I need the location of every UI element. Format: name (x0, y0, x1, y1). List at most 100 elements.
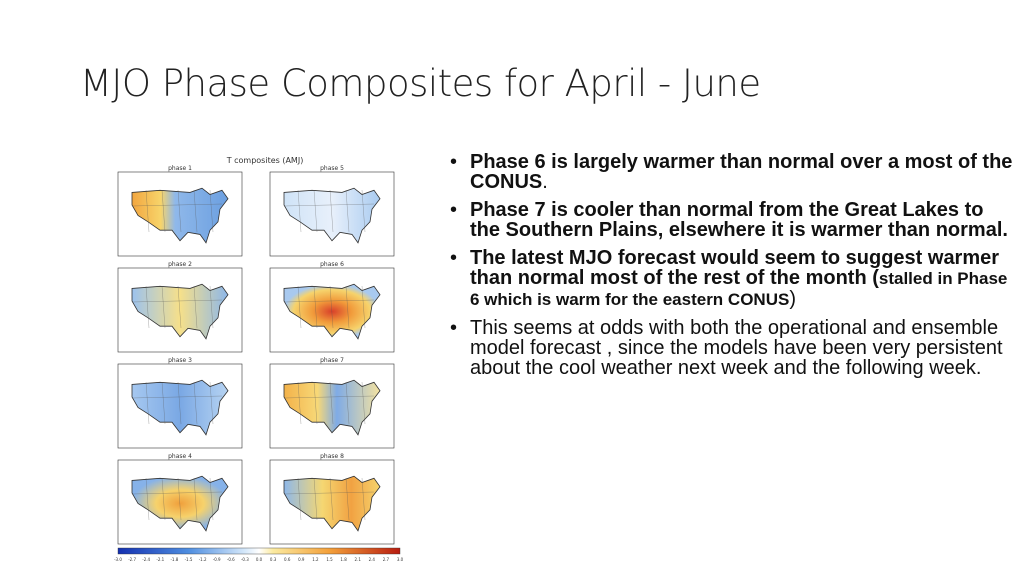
state-line (313, 285, 318, 329)
state-line (145, 477, 150, 521)
state-line (345, 189, 350, 233)
map-panel (117, 267, 243, 353)
state-line (177, 381, 182, 425)
state-line (361, 285, 366, 329)
bullet-text: stalled in Phase 6 which is warm for the… (470, 269, 1008, 309)
us-map (131, 475, 229, 532)
panel-label: phase 1 (168, 165, 192, 172)
bullet: The latest MJO forecast would seem to su… (450, 248, 1016, 310)
us-map (283, 379, 381, 436)
us-map (283, 475, 381, 532)
map-panel (269, 363, 395, 449)
bullet-text: The latest MJO forecast would seem to su… (470, 247, 1000, 289)
panel-label: phase 5 (320, 165, 344, 172)
panel-label: phase 7 (320, 357, 344, 364)
state-line (297, 285, 302, 329)
map-panel (269, 267, 395, 353)
state-line (283, 395, 375, 399)
state-line (283, 491, 375, 495)
state-line (329, 381, 334, 425)
state-line (209, 285, 214, 329)
state-line (345, 477, 350, 521)
colorbar-label: 1.5 (326, 557, 333, 562)
panel-label: phase 8 (320, 453, 344, 460)
state-line (297, 477, 302, 521)
state-line (329, 477, 334, 521)
colorbar-label: -2.4 (142, 557, 150, 562)
state-line (193, 285, 198, 329)
state-line (361, 381, 366, 425)
map-panel (269, 459, 395, 545)
state-line (209, 477, 214, 521)
state-line (161, 189, 166, 233)
figure-title: T composites (AMJ) (226, 156, 304, 165)
state-line (161, 285, 166, 329)
panel-label: phase 3 (168, 357, 192, 364)
panel-label: phase 2 (168, 261, 192, 268)
state-line (145, 285, 150, 329)
state-line (131, 395, 223, 399)
state-line (177, 189, 182, 233)
state-line (209, 189, 214, 233)
state-line (131, 491, 223, 495)
colorbar-label: -1.2 (199, 557, 207, 562)
state-line (313, 477, 318, 521)
colorbar-label: 0.0 (256, 557, 263, 562)
state-line (209, 381, 214, 425)
colorbar-label: 2.4 (369, 557, 376, 562)
state-line (297, 381, 302, 425)
colorbar-label: -3.0 (114, 557, 122, 562)
colorbar-label: 1.8 (340, 557, 347, 562)
state-line (345, 381, 350, 425)
state-line (313, 189, 318, 233)
us-map (131, 187, 229, 244)
colorbar-label: 0.9 (298, 557, 305, 562)
state-line (177, 285, 182, 329)
bullet: Phase 7 is cooler than normal from the G… (450, 200, 1016, 240)
colorbar-label: 0.6 (284, 557, 291, 562)
state-line (193, 189, 198, 233)
state-line (361, 477, 366, 521)
slide-title: MJO Phase Composites for April - June (80, 62, 761, 105)
state-line (313, 381, 318, 425)
us-map (283, 187, 381, 244)
colorbar-label: -0.3 (241, 557, 249, 562)
bullet: This seems at odds with both the operati… (450, 318, 1016, 378)
us-map (283, 283, 381, 340)
colorbar-label: -1.5 (185, 557, 193, 562)
bullet-list: Phase 6 is largely warmer than normal ov… (450, 152, 1016, 386)
state-line (193, 381, 198, 425)
state-line (345, 285, 350, 329)
state-line (131, 299, 223, 303)
state-line (329, 285, 334, 329)
state-line (161, 381, 166, 425)
state-line (283, 299, 375, 303)
state-line (297, 189, 302, 233)
us-map (131, 283, 229, 340)
map-panel (117, 363, 243, 449)
colorbar-label: -0.9 (213, 557, 221, 562)
bullet-text: Phase 6 is largely warmer than normal ov… (470, 151, 1013, 193)
colorbar-label: 1.2 (312, 557, 319, 562)
map-panel (269, 171, 395, 257)
bullet-text: . (542, 171, 548, 193)
state-line (193, 477, 198, 521)
state-line (131, 203, 223, 207)
map-panel (117, 171, 243, 257)
us-map (131, 379, 229, 436)
state-line (177, 477, 182, 521)
state-line (145, 189, 150, 233)
panel-label: phase 4 (168, 453, 192, 460)
state-line (283, 203, 375, 207)
composite-figure: T composites (AMJ) phase 1 phase 5 phase 2… (114, 156, 404, 562)
bullet: Phase 6 is largely warmer than normal ov… (450, 152, 1016, 192)
state-line (161, 477, 166, 521)
state-line (145, 381, 150, 425)
colorbar-label: 3.0 (397, 557, 404, 562)
colorbar-label: -2.7 (128, 557, 136, 562)
colorbar-label: -1.8 (170, 557, 178, 562)
colorbar (117, 547, 401, 555)
colorbar-label: -0.6 (227, 557, 235, 562)
colorbar-label: 2.7 (383, 557, 390, 562)
